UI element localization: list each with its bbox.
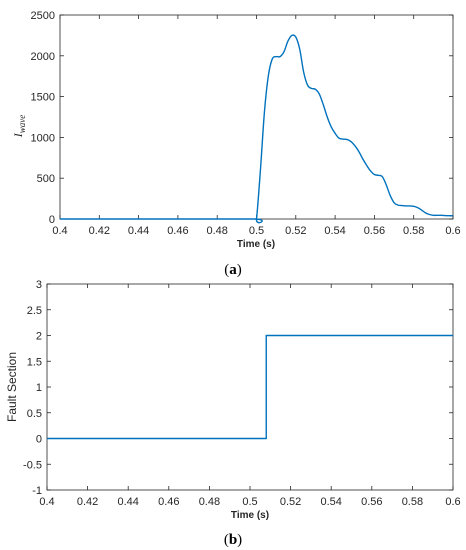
y-tick-label: 1000 xyxy=(31,132,55,144)
x-tick-label: 0.56 xyxy=(364,225,385,237)
x-axis-label-b: Time (s) xyxy=(231,510,269,521)
x-tick-label: 0.42 xyxy=(89,225,110,237)
x-tick-label: 0.56 xyxy=(361,496,382,508)
y-tick-label: 1.5 xyxy=(27,356,42,368)
y-tick-label: 2.5 xyxy=(27,305,42,317)
series-line xyxy=(59,34,454,224)
y-tick-label: 2000 xyxy=(31,51,55,63)
y-ticks-a: 0 500 1000 1500 2000 2500 xyxy=(31,10,453,226)
series-line xyxy=(47,334,453,440)
x-tick-label: 0.5 xyxy=(249,225,264,237)
x-tick-label: 0.46 xyxy=(167,225,188,237)
chart-a: 0.4 0.42 0.44 0.46 0.48 0.5 0.52 0.54 0.56 0.58 0.… xyxy=(11,10,461,278)
x-tick-label: 0.4 xyxy=(39,496,54,508)
series-a xyxy=(59,34,454,224)
chart-b: 0.4 0.42 0.44 0.46 0.48 0.5 0.52 0.54 0.56 0.58 0.… xyxy=(5,279,461,548)
x-axis-label-a: Time (s) xyxy=(237,239,275,250)
x-tick-label: 0.5 xyxy=(242,496,257,508)
y-axis-label-b: Fault Section xyxy=(5,352,19,422)
plot-area-a xyxy=(59,14,454,220)
y-ticks-b: -1 -0.5 0 0.5 1 1.5 2 2.5 3 xyxy=(23,279,453,497)
x-tick-label: 0.44 xyxy=(128,225,149,237)
y-tick-label: 0 xyxy=(36,434,42,446)
y-tick-label: 1 xyxy=(36,382,42,394)
y-tick-label: -0.5 xyxy=(23,459,42,471)
y-tick-label: 2500 xyxy=(31,10,55,22)
x-tick-label: 0.54 xyxy=(324,225,345,237)
x-tick-label: 0.54 xyxy=(320,496,341,508)
x-tick-label: 0.52 xyxy=(280,496,301,508)
x-tick-label: 0.52 xyxy=(285,225,306,237)
x-tick-label: 0.46 xyxy=(158,496,179,508)
series-b xyxy=(47,334,453,440)
y-tick-label: 0 xyxy=(49,214,55,226)
y-tick-label: 2 xyxy=(36,331,42,343)
y-tick-label: 500 xyxy=(37,173,55,185)
x-tick-label: 0.6 xyxy=(445,496,460,508)
x-tick-label: 0.42 xyxy=(77,496,98,508)
x-tick-label: 0.58 xyxy=(402,496,423,508)
x-tick-label: 0.48 xyxy=(206,225,227,237)
caption-b: (b) xyxy=(224,532,242,548)
x-ticks-b: 0.4 0.42 0.44 0.46 0.48 0.5 0.52 0.54 0.56 0.58 0.… xyxy=(39,284,461,508)
y-axis-label-a: Iwave xyxy=(11,115,27,139)
plot-area-b xyxy=(46,283,454,491)
x-tick-label: 0.58 xyxy=(403,225,424,237)
caption-a: (a) xyxy=(224,262,242,278)
x-tick-label: 0.48 xyxy=(199,496,220,508)
y-tick-label: 0.5 xyxy=(27,408,42,420)
x-tick-label: 0.6 xyxy=(445,225,460,237)
y-tick-label: 3 xyxy=(36,279,42,291)
x-tick-label: 0.4 xyxy=(52,225,67,237)
y-tick-label: 1500 xyxy=(31,92,55,104)
y-tick-label: -1 xyxy=(32,485,42,497)
x-ticks-a: 0.4 0.42 0.44 0.46 0.48 0.5 0.52 0.54 0.56 0.58 0.… xyxy=(52,15,461,237)
x-tick-label: 0.44 xyxy=(117,496,138,508)
